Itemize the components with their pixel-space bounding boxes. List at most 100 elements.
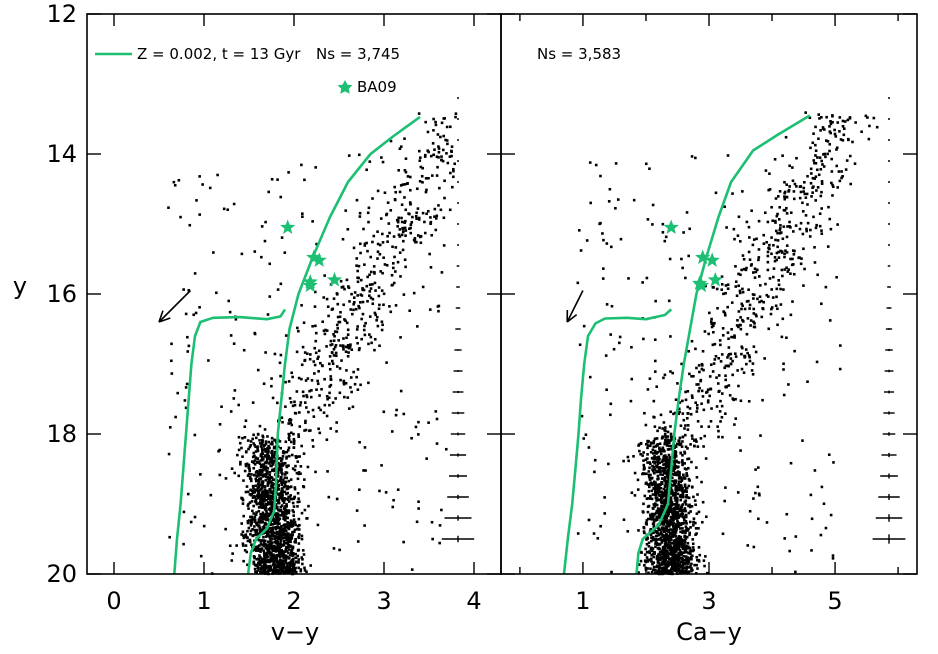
data-point: [680, 476, 683, 479]
data-point: [734, 417, 738, 420]
data-point: [698, 386, 701, 390]
data-point: [355, 328, 359, 331]
data-point: [290, 453, 294, 457]
data-point: [280, 493, 283, 497]
data-point: [644, 162, 648, 166]
data-point: [277, 499, 281, 502]
data-point: [273, 548, 277, 552]
data-point: [417, 500, 420, 504]
data-point: [257, 524, 261, 527]
data-point: [820, 182, 824, 186]
data-point: [285, 505, 288, 508]
data-point: [642, 472, 645, 475]
data-point: [268, 462, 271, 465]
data-point: [808, 116, 812, 120]
data-point: [664, 457, 667, 461]
data-point: [344, 345, 348, 349]
data-point: [419, 165, 423, 169]
data-point: [368, 273, 371, 277]
data-point: [773, 256, 777, 259]
data-point: [673, 527, 677, 530]
data-point: [614, 206, 617, 210]
data-point: [799, 262, 803, 266]
data-point: [655, 493, 658, 497]
data-point: [711, 285, 715, 289]
data-point: [681, 569, 685, 572]
data-point: [841, 124, 845, 128]
data-point: [404, 234, 407, 237]
data-point: [682, 570, 686, 574]
data-point: [248, 475, 252, 479]
data-point: [657, 488, 661, 491]
data-point: [757, 248, 761, 251]
data-point: [382, 410, 386, 414]
data-point: [267, 534, 271, 538]
data-point: [289, 560, 293, 563]
data-point: [362, 469, 365, 472]
data-point: [326, 470, 329, 473]
data-point: [270, 384, 273, 388]
data-point: [741, 190, 744, 193]
data-point: [263, 568, 267, 572]
data-point: [676, 519, 679, 523]
data-point: [676, 499, 679, 503]
data-point: [672, 473, 676, 476]
data-point: [255, 488, 258, 492]
data-point: [378, 344, 381, 348]
data-point: [208, 186, 212, 190]
data-point: [674, 505, 677, 509]
data-point: [751, 362, 755, 365]
data-point: [450, 154, 453, 158]
data-point: [665, 488, 669, 491]
data-point: [680, 484, 683, 488]
data-point: [270, 481, 273, 485]
data-point: [664, 558, 668, 562]
data-point: [349, 376, 353, 379]
data-point: [253, 567, 257, 571]
data-point: [263, 515, 266, 519]
data-point: [811, 176, 815, 180]
data-point: [281, 420, 284, 424]
data-point: [440, 158, 443, 162]
data-point: [831, 554, 835, 557]
data-point: [655, 557, 659, 560]
data-point: [669, 505, 673, 509]
data-point: [809, 167, 813, 171]
data-point: [264, 473, 268, 477]
data-point: [400, 233, 404, 237]
data-point: [252, 504, 255, 508]
data-point: [259, 463, 263, 467]
data-point: [339, 344, 342, 347]
data-point: [263, 461, 267, 465]
data-point: [662, 487, 666, 491]
data-point: [376, 250, 380, 254]
data-point: [266, 494, 270, 497]
data-point: [281, 537, 285, 540]
data-point: [672, 523, 675, 526]
data-point: [607, 462, 610, 466]
data-point: [741, 304, 744, 308]
data-point: [687, 496, 691, 500]
data-point: [328, 385, 331, 388]
data-point: [270, 177, 274, 181]
x-tick-label: 5: [827, 587, 842, 615]
data-point: [332, 347, 336, 351]
data-point: [261, 456, 264, 459]
data-point: [299, 401, 303, 404]
data-point: [687, 254, 690, 258]
data-point: [448, 208, 452, 212]
data-point: [269, 527, 273, 530]
data-point: [248, 519, 251, 522]
data-point: [740, 352, 743, 356]
data-point: [438, 186, 441, 190]
data-point: [685, 565, 689, 568]
data-point: [264, 220, 267, 224]
data-point: [263, 521, 267, 525]
data-point: [654, 568, 657, 572]
data-point: [676, 486, 680, 490]
data-point: [262, 466, 265, 469]
data-point: [683, 548, 687, 552]
data-point: [823, 152, 826, 156]
data-point: [658, 442, 662, 446]
data-point: [732, 335, 735, 339]
